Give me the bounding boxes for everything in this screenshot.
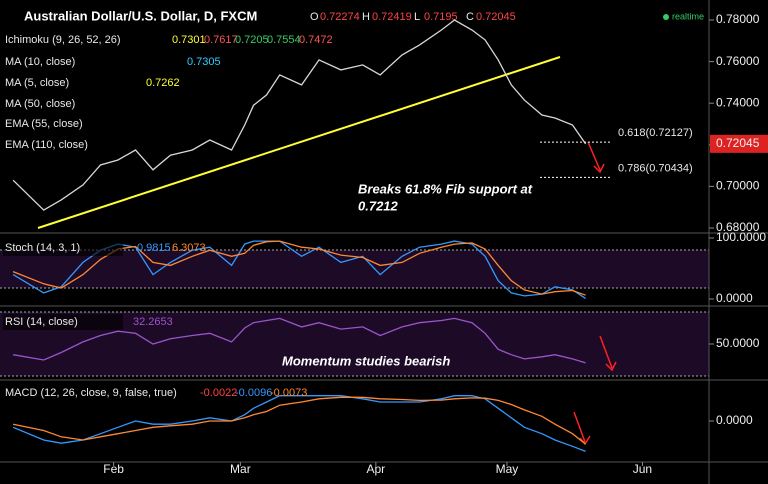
y-tick-label: 50.0000 (716, 336, 760, 350)
ohlc-value: 0.72419 (372, 11, 412, 23)
label-bg (3, 314, 123, 330)
y-tick-label: 0.76000 (716, 54, 760, 68)
ohlc-key: L (414, 11, 420, 23)
label-bg (3, 75, 113, 91)
series-line (12, 19, 587, 211)
ohlc-value: 0.72274 (320, 11, 360, 23)
label-bg (3, 137, 113, 153)
annotation: Momentum studies bearish (282, 353, 450, 368)
y-tick-label: 0.0000 (716, 413, 753, 427)
trendline (37, 56, 561, 229)
series-line (12, 240, 586, 299)
indicator-value: 0.7205 (235, 34, 269, 46)
realtime-dot (663, 14, 669, 20)
readout: 0.9815 (137, 242, 171, 254)
series-line (12, 395, 586, 453)
fib-label: 0.618(0.72127) (618, 127, 693, 139)
pane-title: MACD (12, 26, close, 9, false, true) (5, 387, 177, 399)
y-tick-label: 0.78000 (716, 12, 760, 26)
ohlc-key: H (362, 11, 370, 23)
x-tick-label: Feb (103, 462, 124, 476)
indicator-value: 0.7617 (204, 34, 238, 46)
indicator-label: MA (50, close) (5, 98, 75, 110)
label-bg (3, 240, 123, 256)
readout: -0.0073 (270, 387, 307, 399)
ohlc-value: 0.7195 (424, 11, 458, 23)
y-tick-label: 100.0000 (716, 230, 766, 244)
arrow (587, 141, 605, 174)
annotation: 0.7212 (358, 198, 399, 213)
indicator-value: 0.7262 (146, 77, 180, 89)
arrow (599, 335, 617, 372)
readout: 32.2653 (133, 316, 173, 328)
label-bg (3, 32, 113, 48)
series-line (12, 240, 586, 296)
indicator-value: 0.7554 (267, 34, 301, 46)
pane-title: RSI (14, close) (5, 316, 78, 328)
indicator-label: MA (10, close) (5, 56, 75, 68)
last-price: 0.72045 (716, 136, 760, 150)
realtime: realtime (672, 11, 704, 21)
chart-title: Australian Dollar/U.S. Dollar, D, FXCM (24, 8, 257, 23)
indicator-value: 0.7472 (299, 34, 333, 46)
series-line (12, 396, 587, 445)
label-bg (3, 116, 113, 132)
label-bg (3, 385, 123, 401)
label-bg (3, 54, 113, 70)
readout: -0.0022 (200, 387, 237, 399)
ohlc-key: O (310, 11, 319, 23)
indicator-label: EMA (110, close) (5, 139, 88, 151)
readout: 6.3073 (172, 242, 206, 254)
x-tick-label: Jun (633, 462, 652, 476)
ohlc-value: 0.72045 (476, 11, 516, 23)
fib-label: 0.786(0.70434) (618, 162, 693, 174)
series-line (12, 317, 586, 364)
y-tick-label: 0.0000 (716, 291, 753, 305)
x-tick-label: Mar (230, 462, 251, 476)
y-tick-label: 0.74000 (716, 95, 760, 109)
indicator-label: MA (5, close) (5, 77, 69, 89)
indicator-label: Ichimoku (9, 26, 52, 26) (5, 34, 121, 46)
x-tick-label: Apr (367, 462, 386, 476)
y-tick-label: 0.70000 (716, 179, 760, 193)
pane-title: Stoch (14, 3, 1) (5, 242, 80, 254)
indicator-value: 0.7301 (172, 34, 206, 46)
indicator-label: EMA (55, close) (5, 118, 83, 130)
indicator-value: 0.7305 (187, 56, 221, 68)
x-tick-label: May (496, 462, 519, 476)
label-bg (3, 96, 113, 112)
readout: -0.0096 (235, 387, 272, 399)
y-tick-label: 0.68000 (716, 220, 760, 234)
ohlc-key: C (466, 11, 474, 23)
last-price-box (710, 134, 768, 153)
annotation: Breaks 61.8% Fib support at (358, 181, 533, 196)
